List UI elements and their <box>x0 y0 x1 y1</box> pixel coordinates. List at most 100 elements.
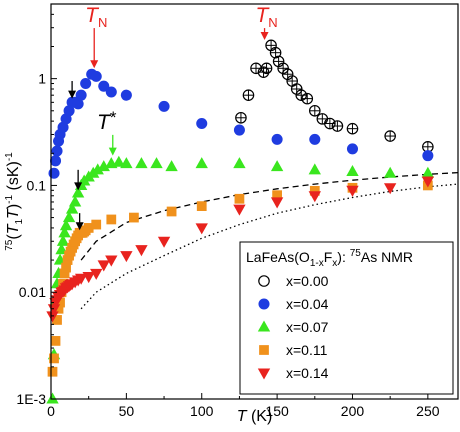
data-point <box>49 353 59 364</box>
data-point <box>91 219 102 230</box>
data-point <box>383 166 397 178</box>
data-point <box>309 185 320 196</box>
legend-label: x=0.04 <box>286 296 329 312</box>
legend-title: LaFeAs(O1-xFx): 75As NMR <box>246 248 413 269</box>
legend-label: x=0.07 <box>286 319 329 335</box>
data-point <box>90 70 102 82</box>
data-point <box>157 236 171 248</box>
data-point <box>48 167 60 179</box>
data-point <box>308 163 321 175</box>
data-point <box>308 104 321 117</box>
data-point <box>106 214 117 225</box>
data-point <box>112 155 126 167</box>
data-point <box>55 297 65 308</box>
series-x=0.07 <box>46 155 435 404</box>
data-point <box>421 166 435 178</box>
annotation-label: TN <box>85 4 107 30</box>
data-point <box>129 212 139 223</box>
data-point <box>346 122 359 135</box>
data-point <box>97 160 110 172</box>
legend-marker <box>257 320 271 332</box>
legend-label: x=0.00 <box>286 273 329 289</box>
legend-marker <box>258 275 270 287</box>
data-point <box>135 157 148 169</box>
data-point <box>384 130 396 142</box>
data-point <box>53 303 64 314</box>
data-point <box>120 89 132 101</box>
data-point <box>56 234 70 246</box>
annotation-arrow-head <box>74 182 83 191</box>
legend-item: x=0.00 <box>258 273 329 289</box>
data-point <box>346 185 359 197</box>
legend: LaFeAs(O1-xFx): 75As NMR x=0.00 x=0.04 x=0… <box>239 241 454 395</box>
legend-item: x=0.11 <box>259 342 328 358</box>
legend-marker <box>257 368 271 380</box>
data-point <box>90 268 103 280</box>
x-tick-label: 100 <box>190 403 214 419</box>
data-point <box>150 157 163 169</box>
data-point <box>83 223 94 233</box>
series-x=0.04 <box>48 68 434 179</box>
x-tick-label: 50 <box>119 403 135 419</box>
data-point <box>235 111 247 124</box>
data-point <box>52 315 62 325</box>
data-point <box>75 89 87 101</box>
data-point <box>46 311 59 323</box>
data-point <box>46 392 59 404</box>
data-point <box>135 245 148 257</box>
data-point <box>270 197 284 209</box>
legend-marker <box>259 345 269 355</box>
data-point <box>50 336 61 346</box>
series-x=0.00 <box>235 39 434 153</box>
y-axis-title: 75(T1T)-1 (sK)-1 <box>4 152 25 251</box>
data-point <box>68 195 82 207</box>
data-point <box>98 80 110 92</box>
data-point <box>71 186 85 198</box>
annotation-label: TN <box>255 4 277 30</box>
annotations: TN TN T* <box>68 4 278 231</box>
data-point <box>91 163 104 175</box>
data-point <box>59 268 70 279</box>
data-point <box>383 183 397 195</box>
legend-label: x=0.11 <box>286 342 328 358</box>
data-point <box>120 251 133 263</box>
data-point <box>58 226 71 238</box>
y-tick-label: 1E-3 <box>16 391 46 407</box>
annotation-label: T* <box>97 108 117 134</box>
data-point <box>51 145 63 157</box>
legend-item: x=0.04 <box>258 296 329 312</box>
annotation-arrow-head <box>108 147 117 156</box>
data-point <box>242 89 255 101</box>
data-point <box>195 157 208 169</box>
data-point <box>195 223 208 235</box>
data-point <box>271 133 283 145</box>
data-point <box>97 260 110 272</box>
data-point <box>72 98 84 110</box>
data-point <box>346 165 359 177</box>
x-tick-label: 200 <box>341 403 365 419</box>
data-point <box>324 117 336 130</box>
data-point <box>331 120 344 132</box>
data-point <box>120 157 133 169</box>
y-tick-label: 0.01 <box>19 284 46 300</box>
fit-curve-dashed <box>80 171 459 261</box>
data-point <box>309 133 321 145</box>
data-point <box>196 117 208 130</box>
legend-label: x=0.14 <box>286 365 329 381</box>
series-x=0.14 <box>46 176 435 323</box>
data-point <box>59 219 73 231</box>
data-point <box>49 155 62 167</box>
data-marks <box>46 39 435 404</box>
y-tick-label: 0.1 <box>27 177 47 193</box>
annotation-arrow-head <box>90 60 99 69</box>
data-point <box>257 66 270 78</box>
data-point <box>57 121 69 133</box>
annotation-arrow-head <box>68 90 77 99</box>
data-point <box>105 255 118 267</box>
data-point <box>196 201 207 211</box>
data-point <box>61 262 71 273</box>
data-point <box>346 143 359 155</box>
data-point <box>295 89 308 101</box>
data-point <box>421 176 435 188</box>
